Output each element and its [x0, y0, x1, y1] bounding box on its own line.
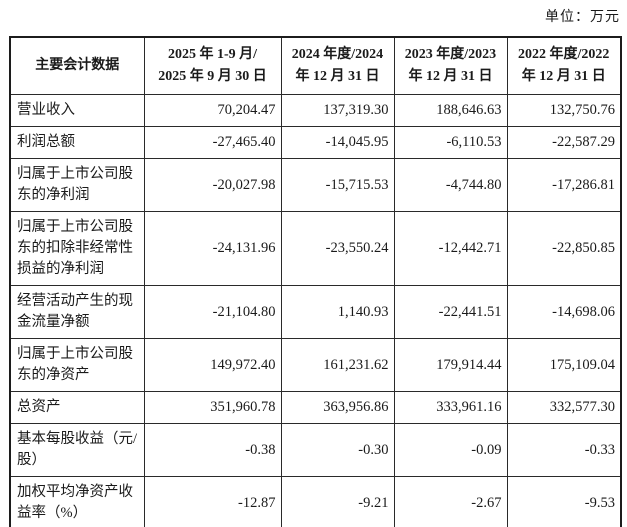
- header-main-label: 主要会计数据: [9, 36, 145, 95]
- row-label: 基本每股收益（元/股）: [9, 423, 145, 477]
- row-value-2023: -4,744.80: [393, 158, 508, 212]
- row-value-2024: 1,140.93: [280, 285, 395, 339]
- row-value-2024: -0.30: [280, 423, 395, 477]
- table-row: 加权平均净资产收益率（%） -12.87 -9.21 -2.67 -9.53: [9, 476, 622, 527]
- row-value-2025: -21,104.80: [143, 285, 282, 339]
- table-header: 主要会计数据 2025 年 1-9 月/ 2025 年 9 月 30 日 202…: [9, 36, 622, 95]
- row-value-2023: 179,914.44: [393, 338, 508, 392]
- header-period-2023: 2023 年度/2023 年 12 月 31 日: [393, 36, 508, 95]
- row-value-2023: -22,441.51: [393, 285, 508, 339]
- row-value-2025: 70,204.47: [143, 94, 282, 127]
- row-value-2024: 363,956.86: [280, 391, 395, 424]
- row-value-2022: -22,850.85: [506, 211, 622, 286]
- table-row: 总资产 351,960.78 363,956.86 333,961.16 332…: [9, 391, 622, 424]
- row-value-2025: -27,465.40: [143, 126, 282, 159]
- row-label: 归属于上市公司股东的扣除非经常性损益的净利润: [9, 211, 145, 286]
- row-value-2025: 149,972.40: [143, 338, 282, 392]
- financial-summary-table: 主要会计数据 2025 年 1-9 月/ 2025 年 9 月 30 日 202…: [9, 36, 622, 527]
- row-value-2024: 137,319.30: [280, 94, 395, 127]
- row-value-2022: 132,750.76: [506, 94, 622, 127]
- row-value-2022: -9.53: [506, 476, 622, 527]
- row-value-2024: -14,045.95: [280, 126, 395, 159]
- row-value-2025: -12.87: [143, 476, 282, 527]
- row-label: 营业收入: [9, 94, 145, 127]
- table-row: 基本每股收益（元/股） -0.38 -0.30 -0.09 -0.33: [9, 423, 622, 477]
- row-label: 经营活动产生的现金流量净额: [9, 285, 145, 339]
- row-value-2022: -0.33: [506, 423, 622, 477]
- row-value-2023: 333,961.16: [393, 391, 508, 424]
- row-value-2022: 332,577.30: [506, 391, 622, 424]
- row-value-2024: -15,715.53: [280, 158, 395, 212]
- row-label: 归属于上市公司股东的净利润: [9, 158, 145, 212]
- header-period-2024: 2024 年度/2024 年 12 月 31 日: [280, 36, 395, 95]
- table-row: 利润总额 -27,465.40 -14,045.95 -6,110.53 -22…: [9, 126, 622, 159]
- table-row: 归属于上市公司股东的净资产 149,972.40 161,231.62 179,…: [9, 338, 622, 392]
- header-period-2022: 2022 年度/2022 年 12 月 31 日: [506, 36, 622, 95]
- header-row: 主要会计数据 2025 年 1-9 月/ 2025 年 9 月 30 日 202…: [9, 36, 622, 95]
- table-row: 经营活动产生的现金流量净额 -21,104.80 1,140.93 -22,44…: [9, 285, 622, 339]
- row-value-2024: 161,231.62: [280, 338, 395, 392]
- table-row: 归属于上市公司股东的净利润 -20,027.98 -15,715.53 -4,7…: [9, 158, 622, 212]
- row-value-2025: -24,131.96: [143, 211, 282, 286]
- row-value-2023: 188,646.63: [393, 94, 508, 127]
- row-label: 加权平均净资产收益率（%）: [9, 476, 145, 527]
- table-row: 营业收入 70,204.47 137,319.30 188,646.63 132…: [9, 94, 622, 127]
- row-value-2025: -20,027.98: [143, 158, 282, 212]
- header-period-2025: 2025 年 1-9 月/ 2025 年 9 月 30 日: [143, 36, 282, 95]
- row-value-2022: -14,698.06: [506, 285, 622, 339]
- row-value-2023: -12,442.71: [393, 211, 508, 286]
- unit-label: 单位：万元: [545, 10, 620, 25]
- row-value-2023: -2.67: [393, 476, 508, 527]
- row-value-2023: -0.09: [393, 423, 508, 477]
- row-value-2022: -17,286.81: [506, 158, 622, 212]
- table-body: 营业收入 70,204.47 137,319.30 188,646.63 132…: [9, 94, 622, 527]
- row-value-2024: -9.21: [280, 476, 395, 527]
- row-label: 归属于上市公司股东的净资产: [9, 338, 145, 392]
- row-value-2022: 175,109.04: [506, 338, 622, 392]
- row-value-2022: -22,587.29: [506, 126, 622, 159]
- row-value-2025: -0.38: [143, 423, 282, 477]
- row-value-2024: -23,550.24: [280, 211, 395, 286]
- row-value-2023: -6,110.53: [393, 126, 508, 159]
- row-label: 利润总额: [9, 126, 145, 159]
- row-value-2025: 351,960.78: [143, 391, 282, 424]
- row-label: 总资产: [9, 391, 145, 424]
- table-row: 归属于上市公司股东的扣除非经常性损益的净利润 -24,131.96 -23,55…: [9, 211, 622, 286]
